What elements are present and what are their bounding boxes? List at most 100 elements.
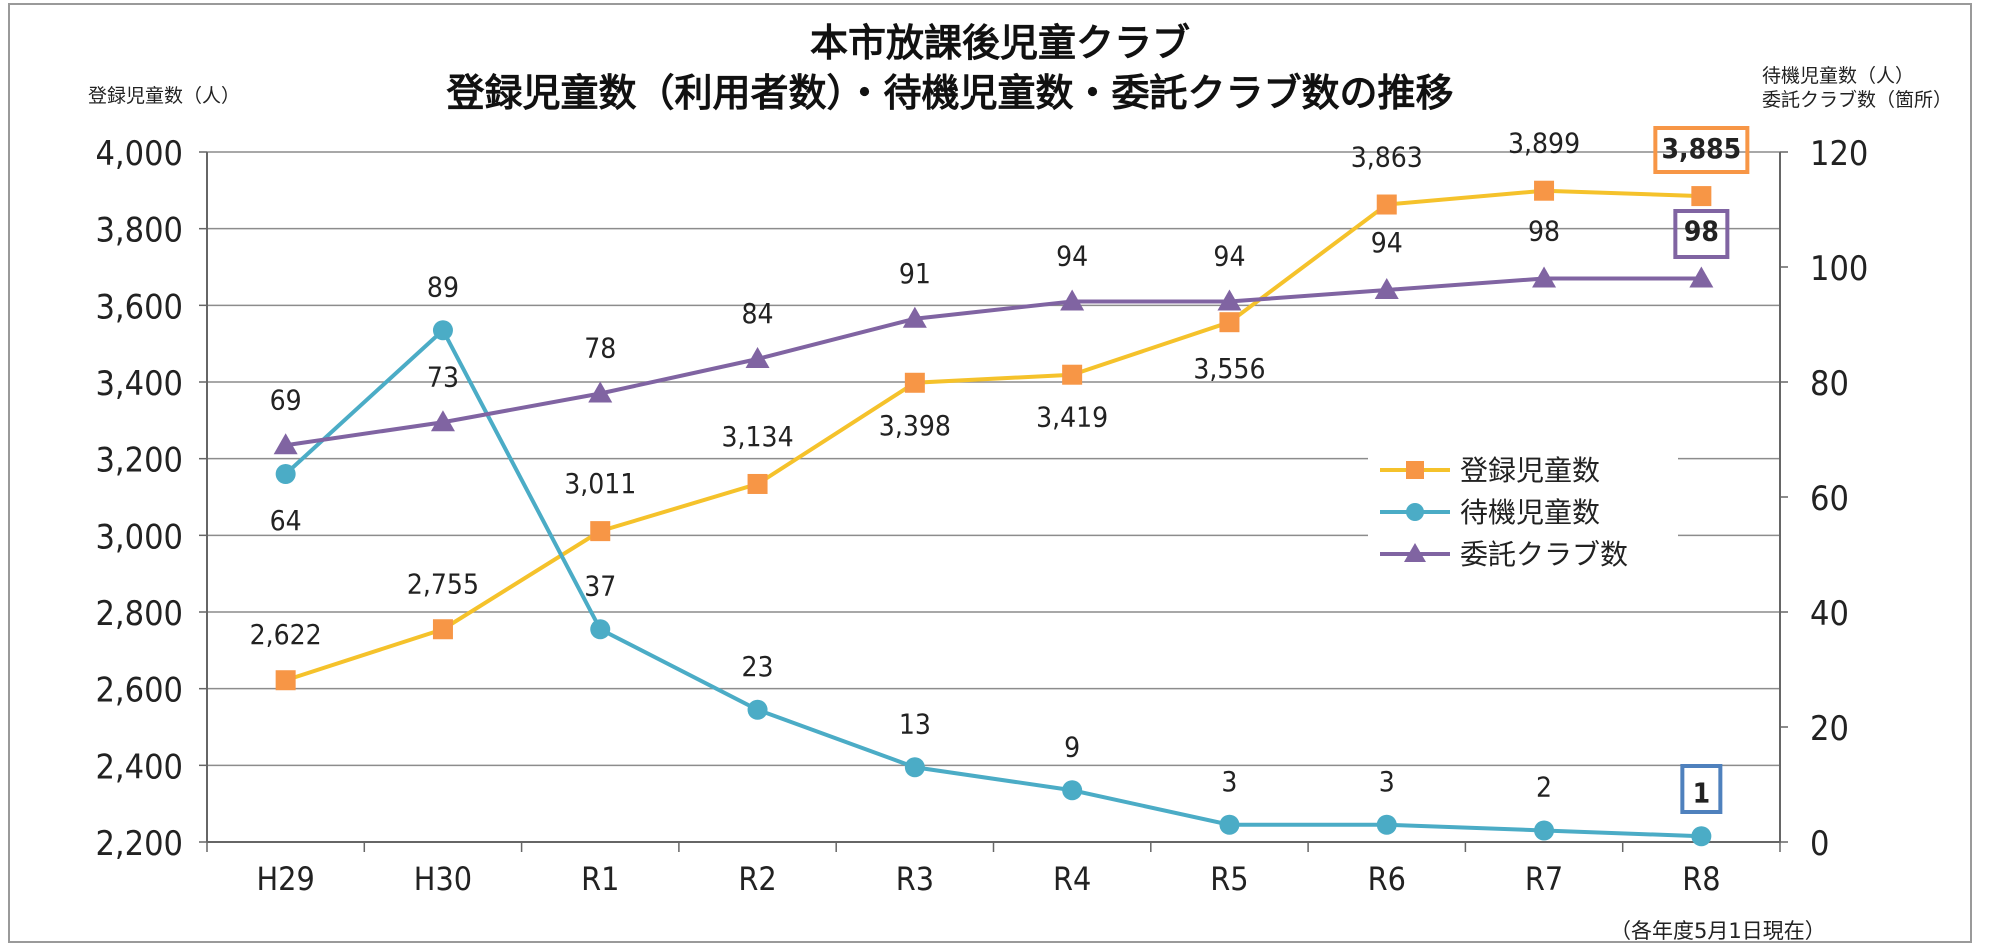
y-axis-right-label-1: 待機児童数（人）: [1762, 65, 1914, 87]
x-tick-label: R4: [1053, 860, 1091, 898]
series-marker-triangle: [1532, 266, 1557, 288]
x-tick-label: R6: [1368, 860, 1406, 898]
x-tick-label: H29: [257, 860, 315, 898]
y-left-tick-label: 2,800: [95, 594, 183, 634]
data-label: 64: [270, 504, 302, 537]
data-label: 84: [742, 297, 774, 330]
data-label: 3,398: [879, 409, 951, 442]
y-right-tick-label: 0: [1810, 824, 1829, 864]
series-marker-square: [1219, 312, 1240, 333]
series-line-3: [285, 276, 1702, 448]
series-line-2: [284, 327, 1702, 839]
data-label: 9: [1064, 730, 1080, 763]
data-label: 94: [1371, 226, 1403, 259]
series-marker-triangle: [273, 433, 298, 455]
series-marker-square: [1062, 364, 1083, 385]
data-label: 98: [1528, 215, 1560, 248]
y-right-tick-label: 80: [1810, 364, 1849, 404]
x-tick-label: R1: [581, 860, 619, 898]
series-marker-square: [590, 521, 611, 542]
y-axis-left-label: 登録児童数（人）: [88, 85, 240, 107]
series-marker-triangle: [902, 306, 927, 328]
series-marker-square: [904, 372, 925, 393]
data-label: 37: [584, 569, 616, 602]
series-marker-triangle: [745, 347, 770, 368]
data-label: 89: [427, 270, 459, 303]
data-label: 91: [899, 257, 931, 290]
y-right-tick-label: 100: [1810, 249, 1868, 289]
data-label: 73: [427, 360, 459, 393]
data-label: 1: [1693, 776, 1711, 809]
x-tick-label: R5: [1210, 860, 1248, 898]
y-right-tick-label: 60: [1810, 479, 1849, 519]
legend-marker-circle: [1406, 503, 1424, 521]
data-label: 3: [1221, 765, 1237, 798]
legend-marker-square: [1406, 461, 1424, 479]
series-marker-triangle: [1060, 289, 1085, 311]
y-left-tick-label: 3,400: [95, 364, 183, 404]
x-tick-label: R7: [1525, 860, 1563, 898]
highlight-box-clubs: [1673, 209, 1730, 259]
y-left-tick-label: 2,200: [95, 824, 183, 864]
series-marker-circle: [747, 699, 768, 720]
legend-label: 登録児童数: [1460, 454, 1600, 487]
highlight-box-waiting: [1680, 764, 1723, 814]
data-label: 3,134: [722, 420, 794, 453]
y-left-tick-label: 4,000: [95, 134, 183, 174]
series-marker-circle: [275, 464, 296, 484]
series-marker-circle: [1062, 780, 1083, 801]
y-axis-right-label-2: 委託クラブ数（箇所）: [1762, 88, 1952, 111]
series-marker-circle: [1219, 814, 1240, 835]
data-label: 3: [1379, 765, 1395, 798]
series-marker-circle: [904, 757, 925, 778]
data-label: 3,899: [1508, 127, 1580, 160]
data-label: 94: [1056, 240, 1088, 273]
legend-marker-triangle: [1404, 543, 1426, 562]
series-line-1: [285, 188, 1702, 683]
highlight-box-registered: [1653, 126, 1750, 174]
series-marker-circle: [1534, 820, 1555, 841]
data-label: 13: [899, 707, 931, 740]
series-marker-circle: [1376, 814, 1397, 835]
x-tick-label: R2: [738, 860, 776, 898]
data-label: 3,011: [564, 467, 636, 500]
series-marker-triangle: [430, 410, 455, 432]
data-label: 2,755: [407, 567, 479, 600]
series-marker-square: [1691, 186, 1712, 207]
series-marker-triangle: [1689, 266, 1714, 288]
data-label: 2,622: [250, 618, 322, 651]
series-marker-circle: [1691, 826, 1712, 847]
y-left-tick-label: 3,800: [95, 211, 183, 251]
data-label: 78: [584, 332, 616, 365]
y-left-tick-label: 3,000: [95, 517, 183, 557]
y-left-tick-label: 2,600: [95, 671, 183, 711]
series-marker-circle: [432, 320, 453, 341]
data-label: 98: [1684, 215, 1719, 248]
series-marker-triangle: [1374, 278, 1399, 299]
series-marker-square: [1534, 180, 1555, 201]
series-marker-triangle: [1217, 289, 1242, 311]
data-label: 94: [1213, 240, 1245, 273]
series-marker-square: [432, 619, 453, 640]
y-right-tick-label: 20: [1810, 709, 1849, 749]
y-left-tick-label: 3,200: [95, 441, 183, 481]
note-text: （各年度5月1日現在）: [1610, 919, 1826, 943]
y-left-tick-label: 2,400: [95, 747, 183, 787]
data-label: 3,885: [1662, 132, 1742, 165]
y-left-tick-label: 3,600: [95, 287, 183, 327]
series-marker-square: [275, 670, 296, 691]
y-right-tick-label: 40: [1810, 594, 1849, 634]
series-marker-circle: [590, 619, 611, 640]
series-marker-triangle: [588, 381, 613, 403]
data-label: 3,419: [1036, 401, 1108, 434]
y-right-tick-label: 120: [1810, 134, 1868, 174]
data-label: 2: [1536, 771, 1552, 804]
legend-label: 委託クラブ数: [1460, 538, 1628, 571]
x-tick-label: R8: [1682, 860, 1720, 898]
data-label: 3,863: [1351, 141, 1423, 174]
legend-label: 待機児童数: [1460, 496, 1600, 529]
series-marker-square: [747, 473, 768, 494]
x-tick-label: H30: [414, 860, 472, 898]
data-label: 23: [742, 650, 774, 683]
